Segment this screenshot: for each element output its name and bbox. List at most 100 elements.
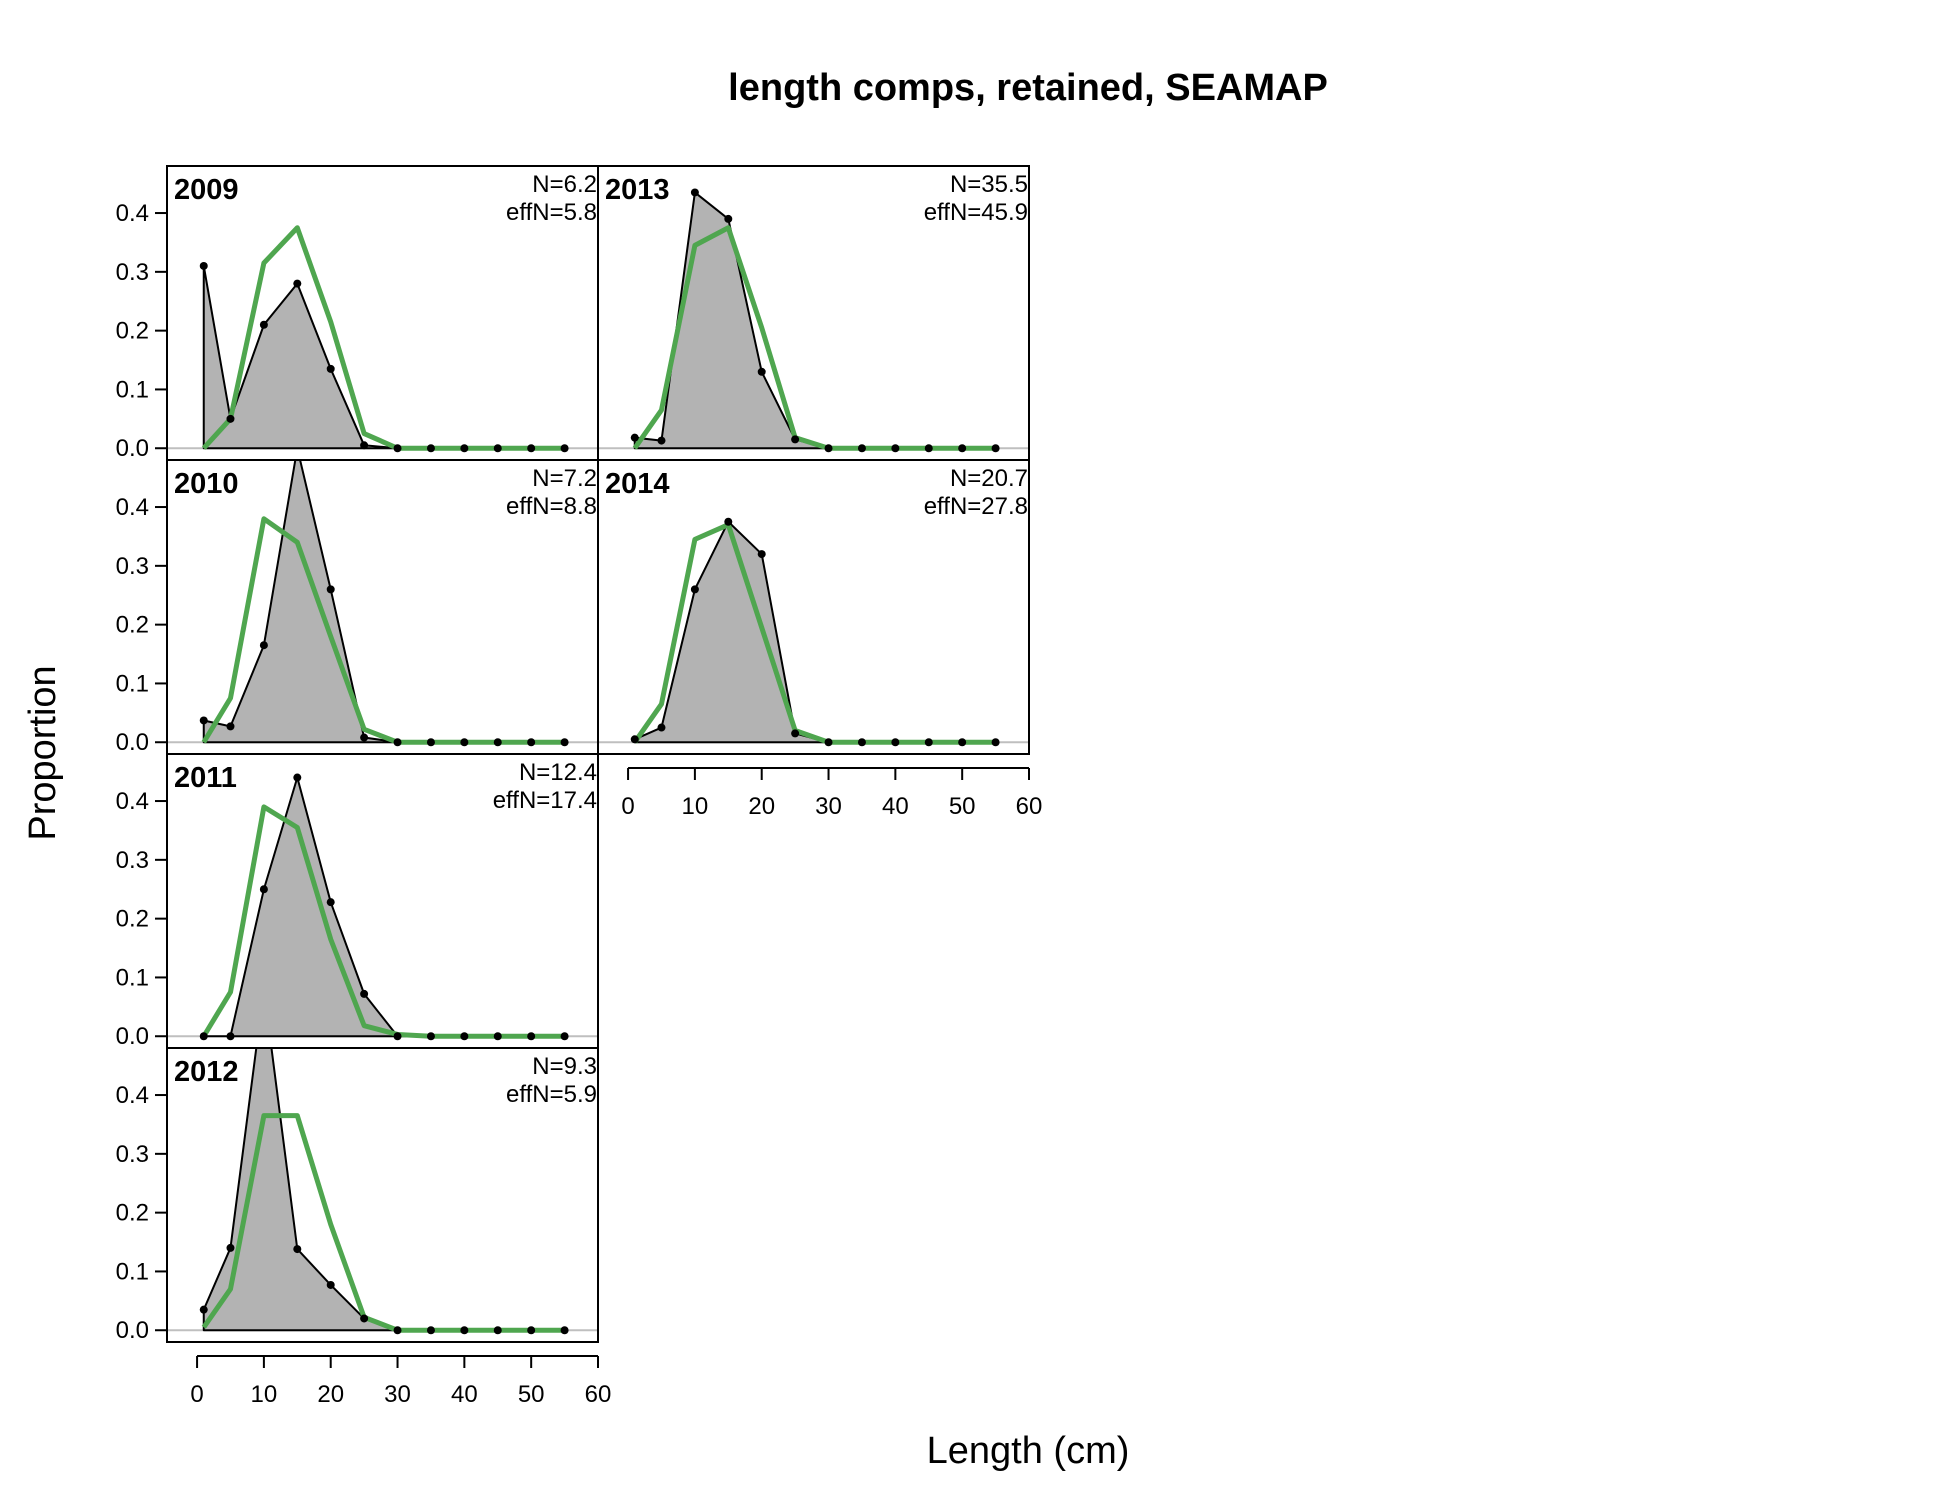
plot-area bbox=[167, 773, 598, 1041]
observed-point bbox=[326, 585, 335, 594]
plot-area bbox=[167, 225, 598, 453]
observed-point bbox=[527, 1326, 536, 1335]
x-tick-label: 0 bbox=[621, 793, 634, 820]
observed-point bbox=[630, 433, 639, 442]
x-tick-label: 30 bbox=[815, 793, 842, 820]
observed-point bbox=[991, 444, 1000, 453]
panel-year-label: 2011 bbox=[174, 762, 237, 794]
y-tick-label: 0.4 bbox=[116, 200, 149, 227]
panel-n-label: N=20.7 bbox=[950, 465, 1028, 492]
observed-point bbox=[326, 1280, 335, 1289]
observed-point bbox=[493, 1326, 502, 1335]
observed-point bbox=[757, 550, 766, 559]
observed-point bbox=[791, 729, 800, 738]
observed-point bbox=[560, 444, 569, 453]
observed-point bbox=[360, 1314, 369, 1323]
y-tick-label: 0.2 bbox=[116, 1200, 149, 1227]
observed-area bbox=[202, 776, 566, 1038]
x-tick-label: 60 bbox=[1016, 793, 1043, 820]
panel-year-label: 2012 bbox=[174, 1056, 239, 1088]
observed-point bbox=[560, 738, 569, 747]
panel-n-label: N=12.4 bbox=[519, 759, 597, 786]
observed-point bbox=[393, 1032, 402, 1041]
observed-point bbox=[326, 898, 335, 907]
observed-point bbox=[657, 436, 666, 445]
observed-point bbox=[259, 885, 268, 894]
observed-point bbox=[199, 1305, 208, 1314]
observed-point bbox=[393, 738, 402, 747]
observed-point bbox=[630, 735, 639, 744]
panel-frame bbox=[166, 1047, 599, 1343]
observed-point bbox=[326, 364, 335, 373]
panel-effn-label: effN=5.8 bbox=[506, 199, 597, 226]
y-tick-label: 0.1 bbox=[116, 1258, 149, 1285]
y-tick-label: 0.3 bbox=[116, 553, 149, 580]
plot-area bbox=[598, 188, 1029, 453]
observed-point bbox=[199, 716, 208, 725]
x-axis-title: Length (cm) bbox=[927, 1430, 1130, 1472]
panel-effn-label: effN=45.9 bbox=[924, 199, 1028, 226]
panel-n-label: N=7.2 bbox=[532, 465, 597, 492]
x-tick-label: 30 bbox=[384, 1381, 411, 1408]
observed-point bbox=[460, 738, 469, 747]
y-tick-label: 0.0 bbox=[116, 1023, 149, 1050]
x-tick-label: 0 bbox=[190, 1381, 203, 1408]
panel-effn-label: effN=17.4 bbox=[493, 787, 597, 814]
observed-point bbox=[426, 1032, 435, 1041]
observed-point bbox=[724, 214, 733, 223]
y-tick-label: 0.2 bbox=[116, 612, 149, 639]
y-tick-label: 0.4 bbox=[116, 1082, 149, 1109]
panel-year-label: 2014 bbox=[605, 468, 670, 500]
panel-n-label: N=6.2 bbox=[532, 171, 597, 198]
x-tick-label: 20 bbox=[317, 1381, 344, 1408]
observed-point bbox=[226, 1032, 235, 1041]
observed-point bbox=[560, 1326, 569, 1335]
observed-point bbox=[857, 738, 866, 747]
expected-line bbox=[201, 516, 565, 745]
observed-point bbox=[293, 773, 302, 782]
observed-point bbox=[527, 738, 536, 747]
observed-area bbox=[633, 520, 997, 744]
expected-line bbox=[201, 804, 565, 1039]
observed-point bbox=[690, 585, 699, 594]
x-tick-label: 40 bbox=[451, 1381, 478, 1408]
observed-point bbox=[857, 444, 866, 453]
observed-area bbox=[633, 191, 997, 450]
observed-point bbox=[199, 1032, 208, 1041]
observed-point bbox=[924, 444, 933, 453]
plot-area bbox=[598, 517, 1029, 747]
panel-effn-label: effN=5.9 bbox=[506, 1081, 597, 1108]
plot-area bbox=[167, 1048, 598, 1335]
panel-year-label: 2013 bbox=[605, 174, 670, 206]
observed-point bbox=[460, 1032, 469, 1041]
observed-point bbox=[991, 738, 1000, 747]
y-tick-label: 0.2 bbox=[116, 318, 149, 345]
observed-point bbox=[199, 261, 208, 270]
observed-point bbox=[891, 738, 900, 747]
chart-title: length comps, retained, SEAMAP bbox=[728, 67, 1328, 109]
panel-n-label: N=9.3 bbox=[532, 1053, 597, 1080]
x-tick-label: 20 bbox=[748, 793, 775, 820]
x-tick-label: 10 bbox=[251, 1381, 278, 1408]
observed-point bbox=[426, 738, 435, 747]
observed-point bbox=[393, 1326, 402, 1335]
y-tick-label: 0.2 bbox=[116, 906, 149, 933]
expected-line bbox=[632, 522, 996, 745]
expected-line bbox=[201, 225, 565, 451]
observed-point bbox=[791, 435, 800, 444]
observed-point bbox=[360, 733, 369, 742]
observed-point bbox=[460, 444, 469, 453]
observed-point bbox=[757, 367, 766, 376]
x-tick-label: 50 bbox=[949, 793, 976, 820]
observed-point bbox=[493, 1032, 502, 1041]
y-tick-label: 0.1 bbox=[116, 376, 149, 403]
x-tick-label: 40 bbox=[882, 793, 909, 820]
panel-frame bbox=[597, 459, 1030, 755]
